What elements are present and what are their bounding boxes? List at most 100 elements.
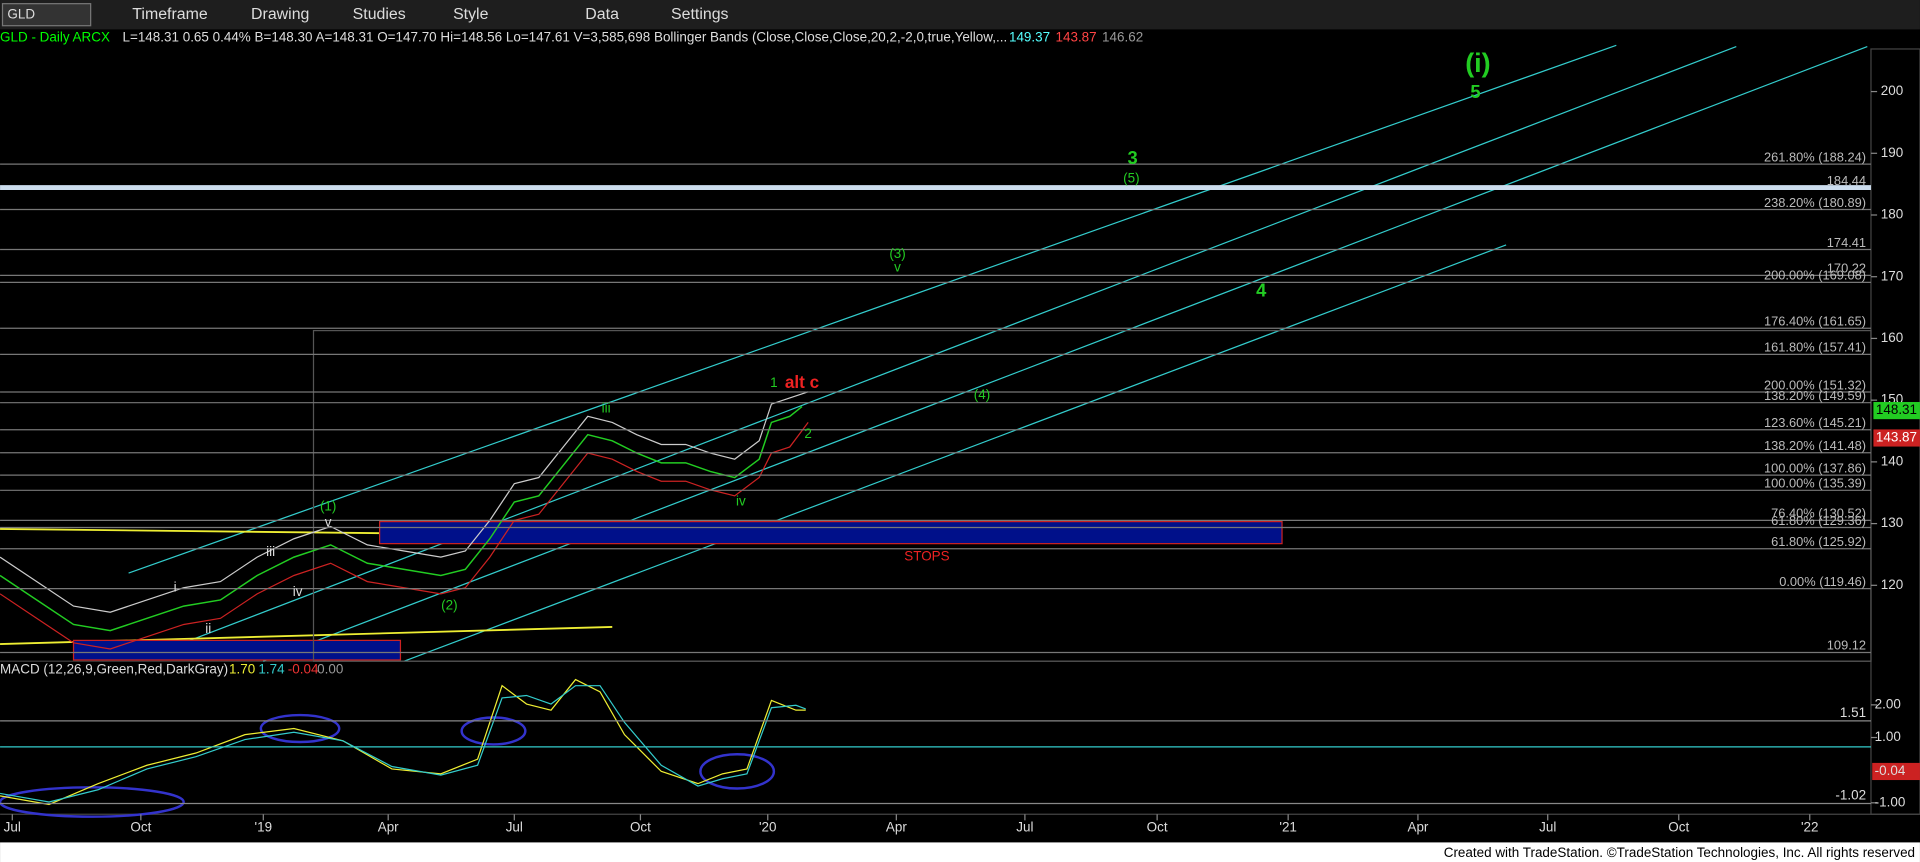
y-tick-label: 190	[1881, 145, 1903, 160]
toolbar-label: Timeframe	[132, 6, 208, 23]
fib-label: 138.20% (141.48)	[1764, 438, 1866, 453]
y-tick-label: 170	[1881, 268, 1903, 283]
wave-label: 3	[1128, 147, 1138, 168]
fib-label: 61.80% (129.36)	[1771, 513, 1866, 528]
y-tick-label: 130	[1881, 515, 1903, 530]
macd-signal	[0, 685, 806, 803]
wave-label: iii	[602, 401, 611, 416]
fib-label: 61.80% (125.92)	[1771, 534, 1866, 549]
y-tick-label: 200	[1881, 83, 1903, 98]
fib-label: 161.80% (157.41)	[1764, 340, 1866, 355]
x-tick-label: Jul	[1539, 819, 1556, 834]
macd-value: 1.74	[258, 661, 285, 676]
x-tick-label: '20	[759, 819, 777, 834]
band-lower: 143.87	[1056, 30, 1097, 45]
x-tick-label: Apr	[378, 819, 399, 834]
wave-label: (2)	[441, 598, 457, 613]
price-tag	[1873, 402, 1920, 420]
wave-label: 2	[804, 426, 811, 441]
wave-label: v	[894, 260, 901, 275]
y-tick-label: 140	[1881, 453, 1903, 468]
toolbar-label: Style	[453, 6, 489, 23]
wave-label: (i)	[1465, 48, 1490, 78]
wave-label: (5)	[1123, 170, 1139, 185]
x-tick-label: Oct	[630, 819, 651, 834]
symbol-box[interactable]	[1, 3, 92, 27]
fib-label: 76.40% (130.52)	[1771, 506, 1866, 521]
fib-label: 184.44	[1827, 173, 1866, 188]
wave-label: iv	[736, 494, 746, 509]
toolbar-label: Drawing	[251, 6, 309, 23]
band-mid: 146.62	[1102, 30, 1143, 45]
macd-highlights	[0, 713, 776, 818]
wave-label: 5	[1470, 81, 1480, 102]
x-tick-label: Jul	[4, 819, 21, 834]
y-tick-label: -1.00	[1875, 794, 1906, 809]
fib-label: 170.22	[1827, 261, 1866, 276]
x-tick-label: '22	[1801, 819, 1819, 834]
price-tag-label: 143.87	[1876, 430, 1917, 445]
wave-label: (1)	[320, 498, 336, 513]
fib-label: 100.00% (135.39)	[1764, 476, 1866, 491]
fib-label: 100.00% (137.86)	[1764, 460, 1866, 475]
wave-label: i	[174, 579, 177, 594]
y-tick-label: 180	[1881, 207, 1903, 222]
x-tick-label: Oct	[130, 819, 151, 834]
fib-label: 123.60% (145.21)	[1764, 415, 1866, 430]
x-tick-label: '21	[1279, 819, 1297, 834]
toolbar	[0, 0, 1920, 30]
bollinger-lower	[0, 422, 809, 650]
fib-box	[312, 329, 1872, 662]
fib-label: 174.41	[1827, 235, 1866, 250]
macd-title: MACD (12,26,9,Green,Red,DarkGray)	[0, 661, 228, 676]
chart-title: GLD - Daily ARCX	[0, 30, 110, 45]
wave-label: iii	[266, 544, 275, 559]
wave-label: 4	[1256, 279, 1267, 300]
wave-label: alt c	[785, 372, 820, 392]
fib-label: 200.00% (151.32)	[1764, 377, 1866, 392]
x-tick-label: Apr	[886, 819, 907, 834]
toolbar-label: Data	[585, 6, 619, 23]
x-tick-label: Apr	[1407, 819, 1428, 834]
wave-label: ii	[205, 621, 211, 636]
macd-value: -0.04	[288, 661, 319, 676]
x-tick-label: '19	[255, 819, 273, 834]
footer-bar	[0, 842, 1920, 862]
x-tick-label: Jul	[506, 819, 523, 834]
x-tick-label: Oct	[1147, 819, 1168, 834]
symbol: GLD	[7, 6, 35, 21]
footer: Created with TradeStation. ©TradeStation…	[1444, 845, 1915, 860]
macd-marker-label: -0.04	[1875, 763, 1906, 778]
fib-label: 238.20% (180.89)	[1764, 195, 1866, 210]
y-tick-label: 1.00	[1875, 729, 1901, 744]
quote: L=148.31 0.65 0.44% B=148.30 A=148.31 O=…	[122, 30, 1007, 45]
macd-tag	[1872, 762, 1920, 781]
x-tick-label: Oct	[1668, 819, 1689, 834]
y-tick-label: 160	[1881, 330, 1903, 345]
lower-zone	[72, 639, 402, 661]
wave-label: iv	[293, 584, 303, 599]
band-upper: 149.37	[1009, 30, 1050, 45]
wave-label: (4)	[974, 387, 990, 402]
fib-label: 109.12	[1827, 638, 1866, 653]
toolbar-label: Settings	[671, 6, 729, 23]
x-tick-label: Jul	[1016, 819, 1033, 834]
fib-label: 176.40% (161.65)	[1764, 314, 1866, 329]
stops-zone	[379, 520, 1283, 545]
fib-label: 261.80% (188.24)	[1764, 149, 1866, 164]
price-tag-label: 148.31	[1876, 402, 1917, 417]
price-line	[0, 405, 803, 632]
wave-label: (3)	[889, 246, 905, 261]
wave-label: 1	[770, 375, 777, 390]
toolbar-label: Studies	[353, 6, 406, 23]
macd-value: 1.70	[229, 661, 255, 676]
macd-marker-label: -1.02	[1835, 788, 1866, 803]
y-tick-label: 120	[1881, 577, 1903, 592]
y-tick-label: 2.00	[1875, 696, 1901, 711]
macd-marker-label: 1.51	[1840, 705, 1866, 720]
macd-line	[0, 678, 806, 806]
fib-label: 138.20% (149.59)	[1764, 388, 1866, 403]
macd-value: 0.00	[317, 661, 343, 676]
